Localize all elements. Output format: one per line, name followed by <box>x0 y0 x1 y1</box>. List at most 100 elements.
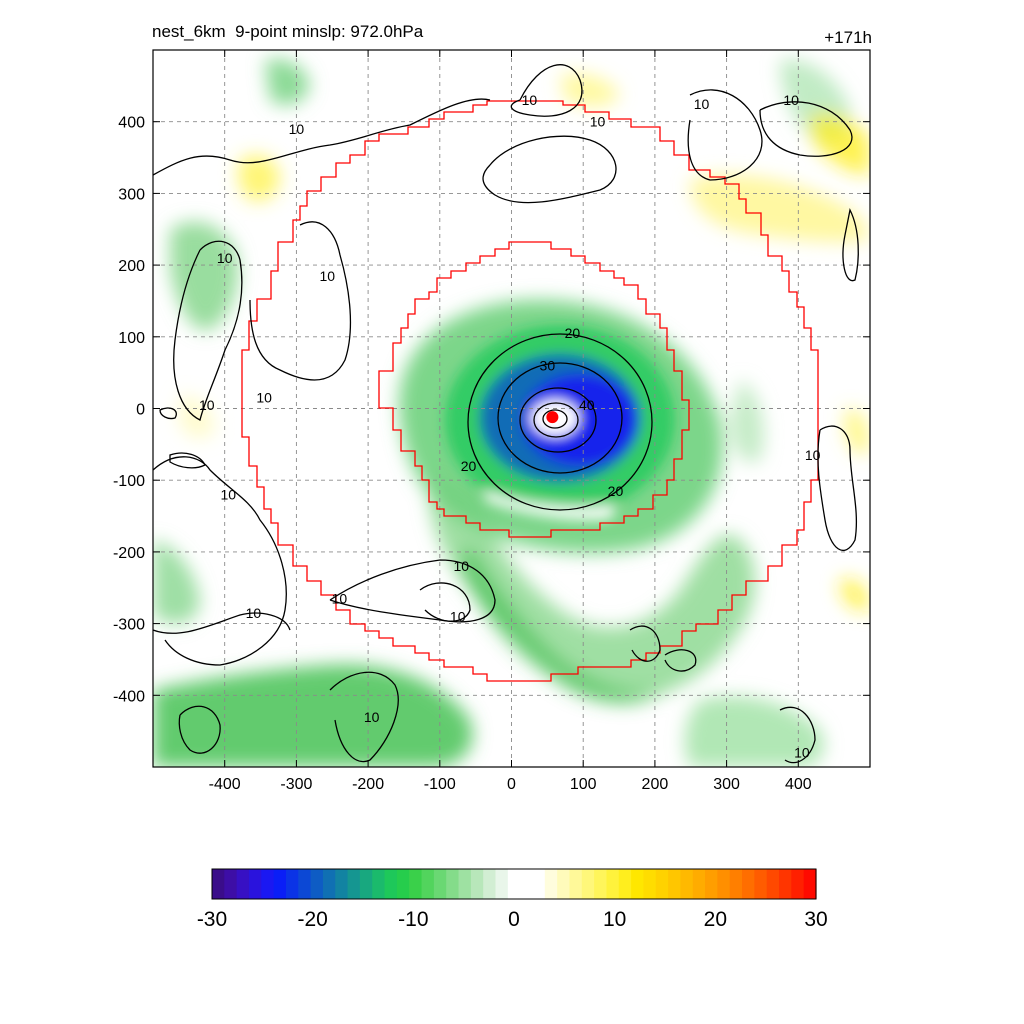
contour-10-west <box>249 221 352 381</box>
map-title: nest_6km 9-point minslp: 972.0hPa <box>152 22 424 41</box>
y-tick-label: -200 <box>113 545 145 562</box>
contour-10-se3 <box>664 649 697 672</box>
colorbar-cell <box>618 869 632 899</box>
contour-labels: 10 10 10 10 10 10 10 10 10 20 30 40 20 20 10 10 10 10 10 10… <box>199 92 821 760</box>
contour-10-southwest <box>153 456 287 666</box>
colorbar-cell <box>631 869 645 899</box>
contour-10-west2 <box>173 240 243 421</box>
green-band-ring <box>460 545 660 704</box>
contour-10-northeast <box>687 89 763 181</box>
colorbar-cell <box>680 869 694 899</box>
colorbar-cell <box>224 869 238 899</box>
colorbar-cell <box>557 869 571 899</box>
colorbar-cell <box>409 869 423 899</box>
colorbar-cell <box>594 869 608 899</box>
yellow-patch-n <box>560 73 620 107</box>
colorbar-cell <box>446 869 460 899</box>
colorbar-cell <box>384 869 398 899</box>
colorbar-cell <box>359 869 373 899</box>
contour-label: 10 <box>217 250 233 266</box>
colorbar-cell <box>273 869 287 899</box>
colorbar-cell <box>581 869 595 899</box>
contour-label: 10 <box>289 121 305 137</box>
colorbar-cell <box>433 869 447 899</box>
colorbar-cell <box>569 869 583 899</box>
plot-area: 10 10 10 10 10 10 10 10 10 20 30 40 20 20 10 10 10 10 10 10… <box>113 49 871 793</box>
yellow-patch-nw <box>238 155 280 202</box>
contour-label: 40 <box>579 397 595 413</box>
green-band-south <box>428 470 755 702</box>
x-tick-label: -400 <box>209 776 241 793</box>
colorbar-cell <box>742 869 755 899</box>
colorbar-cell <box>532 869 546 899</box>
colorbar-cell <box>507 869 521 899</box>
contour-10-east <box>842 208 859 282</box>
x-tick-label: 0 <box>507 776 516 793</box>
contour-label: 20 <box>565 325 581 341</box>
green-patch-west <box>170 221 239 331</box>
colorbar-cell <box>692 869 706 899</box>
colorbar-cell <box>310 869 324 899</box>
yellow-patch-e <box>845 409 870 454</box>
contour-10-north <box>510 64 583 117</box>
colorbar-frame <box>211 868 817 900</box>
contour-10-sw4 <box>178 705 221 754</box>
contour-10-sw2 <box>153 612 291 634</box>
colorbar-cell <box>544 869 558 899</box>
colorbar-cell <box>668 869 682 899</box>
contour-label: 10 <box>332 591 348 607</box>
colorbar-cell <box>717 869 731 899</box>
white-arc <box>485 490 616 521</box>
contour-10-se2 <box>779 706 816 764</box>
contour-label: 10 <box>246 605 262 621</box>
colorbar-cell <box>470 869 484 899</box>
core-blue-ring <box>522 374 638 466</box>
contour-label: 10 <box>364 709 380 725</box>
colorbar-cell <box>606 869 620 899</box>
contour-label: 10 <box>199 397 215 413</box>
y-axis-tick-labels: 400 300 200 100 0 -100 -200 -300 -400 <box>113 115 145 706</box>
x-tick-label: 400 <box>785 776 812 793</box>
colorbar-tick-label: -20 <box>297 908 327 931</box>
y-tick-label: 400 <box>118 115 145 132</box>
x-tick-label: 300 <box>713 776 740 793</box>
colorbar-cell <box>705 869 718 899</box>
y-tick-label: -400 <box>113 688 145 705</box>
x-tick-label: 100 <box>570 776 597 793</box>
colorbar-cell <box>248 869 262 899</box>
colorbar-cell <box>754 869 768 899</box>
colorbar-cell <box>261 869 275 899</box>
green-patch-south-east <box>684 696 824 767</box>
x-axis-tick-labels: -400 -300 -200 -100 0 100 200 300 400 <box>209 776 812 793</box>
contour-label: 10 <box>794 745 810 761</box>
colorbar-tick-label: 30 <box>804 908 827 931</box>
colorbar-cell <box>766 869 780 899</box>
colorbar-cell <box>396 869 410 899</box>
contour-10-se <box>629 625 661 662</box>
yellow-patch-ne <box>690 174 870 243</box>
colorbar-tick-label: 10 <box>603 908 626 931</box>
colorbar-tick-label: 20 <box>704 908 727 931</box>
contour-10-east2 <box>817 425 858 552</box>
forecast-hour: +171h <box>824 28 872 47</box>
x-tick-label: -300 <box>280 776 312 793</box>
contour-label: 10 <box>319 268 335 284</box>
contour-label: 30 <box>540 357 556 373</box>
inner-nest-boundary <box>378 241 690 538</box>
contour-40 <box>519 387 597 453</box>
colorbar-cell <box>322 869 336 899</box>
green-patch-east <box>730 380 764 463</box>
colorbar-cell <box>372 869 386 899</box>
contour-60 <box>542 409 568 429</box>
outer-nest-boundary <box>241 100 819 682</box>
contour-30 <box>497 362 623 474</box>
contour-10-w4 <box>159 407 177 420</box>
colorbar-cell <box>729 869 743 899</box>
contour-label: 10 <box>256 390 272 406</box>
colorbar-cell <box>458 869 472 899</box>
green-band-sw <box>153 664 473 767</box>
axis-ticks <box>153 50 870 767</box>
colorbar-cell <box>236 869 250 899</box>
colorbar-cell <box>791 869 805 899</box>
colorbar: -30 -20 -10 0 10 20 30 <box>197 868 828 931</box>
